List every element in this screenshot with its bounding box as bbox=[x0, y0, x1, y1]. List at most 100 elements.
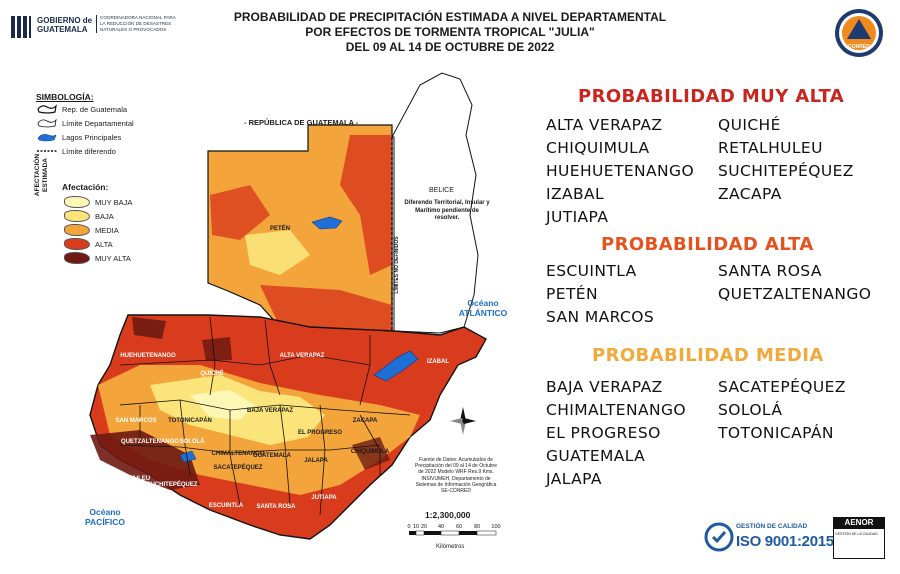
muy-alta-item-6: QUICHÉ bbox=[718, 116, 781, 134]
muy-alta-item-2: CHIQUIMULA bbox=[546, 139, 650, 157]
scale-tick-0: 0 bbox=[407, 524, 410, 530]
legend-item-department-label: Límite Departamental bbox=[62, 118, 134, 128]
label-izabal: IZABAL bbox=[427, 359, 449, 365]
legend-item-dispute: Límite diferendo bbox=[36, 144, 186, 158]
scale-tick-40: 40 bbox=[438, 524, 444, 530]
pacific-ocean-label: Océano PACÍFICO bbox=[85, 507, 125, 527]
muy-alta-item-3: HUEHUETENANGO bbox=[546, 162, 695, 180]
category-media-title-text: PROBABILIDAD MEDIA bbox=[592, 345, 824, 366]
belize-label: BELICE bbox=[429, 187, 454, 194]
category-muy-alta-title-text: PROBABILIDAD MUY ALTA bbox=[578, 86, 845, 107]
scale-tick-60: 60 bbox=[456, 524, 462, 530]
label-el-progreso: EL PROGRESO bbox=[298, 430, 342, 436]
legend-item-country-label: Rep. de Guatemala bbox=[62, 104, 128, 114]
map-title-line1: PROBABILIDAD DE PRECIPITACIÓN ESTIMADA A… bbox=[233, 10, 667, 24]
label-baja-verapaz: BAJA VERAPAZ bbox=[247, 408, 293, 414]
label-zacapa: ZACAPA bbox=[353, 418, 378, 424]
muy-alta-patch-west bbox=[90, 430, 200, 490]
aenor-subtitle: GESTIÓN DE LA CALIDAD bbox=[835, 532, 878, 536]
label-jutiapa: JUTIAPA bbox=[311, 495, 337, 501]
label-solola: SOLOLÁ bbox=[180, 438, 206, 445]
guatemala-map: PETÉN HUEHUETENANGO QUICHÉ ALTA VERAPAZ … bbox=[89, 72, 487, 540]
muy-baja-zone bbox=[190, 390, 255, 420]
afectacion-alta: ALTA bbox=[64, 238, 113, 250]
map-title-line2: POR EFECTOS DE TORMENTA TROPICAL "JULIA" bbox=[305, 25, 595, 39]
afectacion-muy-alta-swatch bbox=[64, 252, 90, 264]
peten-alta-patch-3 bbox=[260, 285, 392, 331]
north-arrow-icon: N bbox=[450, 407, 476, 435]
media-item-6: SACATEPÉQUEZ bbox=[718, 378, 846, 396]
legend-heading: SIMBOLOGÍA: bbox=[36, 92, 94, 102]
media-item-7: SOLOLÁ bbox=[718, 401, 783, 419]
label-suchitepequez: SUCHITEPÉQUEZ bbox=[146, 480, 197, 488]
label-chimaltenango: CHIMALTENANGO bbox=[212, 451, 265, 457]
legend-item-country: Rep. de Guatemala bbox=[36, 102, 186, 116]
afectacion-heading: Afectación: bbox=[62, 182, 109, 192]
label-chiquimula: CHIQUIMULA bbox=[351, 449, 390, 455]
label-guatemala: GUATEMALA bbox=[253, 453, 292, 459]
category-alta-title-text: PROBABILIDAD ALTA bbox=[601, 234, 814, 255]
category-alta-title: PROBABILIDAD ALTA bbox=[601, 234, 814, 255]
afectacion-muy-baja-label: MUY BAJA bbox=[95, 197, 133, 207]
afectacion-muy-baja: MUY BAJA bbox=[64, 196, 132, 208]
media-item-1: BAJA VERAPAZ bbox=[546, 378, 663, 396]
legend-item-department: Límite Departamental bbox=[36, 116, 186, 130]
scale-unit: Kilómetros bbox=[436, 544, 465, 550]
category-media-title: PROBABILIDAD MEDIA bbox=[592, 345, 824, 366]
afectacion-baja: BAJA bbox=[64, 210, 114, 222]
media-item-8: TOTONICAPÁN bbox=[718, 424, 834, 442]
lake-peten-itza bbox=[311, 216, 343, 230]
alta-item-5: QUETZALTENANGO bbox=[718, 285, 872, 303]
afectacion-muy-baja-swatch bbox=[64, 196, 90, 208]
afectacion-side-label: AFECTACIÓN ESTIMADA bbox=[34, 153, 49, 197]
scale-ratio: 1:2,300,000 bbox=[425, 510, 471, 520]
category-muy-alta-title: PROBABILIDAD MUY ALTA bbox=[578, 86, 844, 107]
afectacion-muy-alta: MUY ALTA bbox=[64, 252, 131, 264]
label-jalapa: JALAPA bbox=[304, 458, 328, 464]
peten-alta-patch bbox=[340, 135, 392, 275]
muy-alta-patch-east bbox=[352, 437, 390, 470]
iso-heading: GESTIÓN DE CALIDAD bbox=[736, 523, 808, 530]
label-peten: PETÉN bbox=[270, 224, 290, 232]
peten-baja-patch bbox=[245, 230, 310, 275]
map-title: PROBABILIDAD DE PRECIPITACIÓN ESTIMADA A… bbox=[200, 10, 700, 55]
alta-item-2: PETÉN bbox=[546, 285, 598, 303]
lake-izabal bbox=[373, 350, 419, 382]
afectacion-baja-label: BAJA bbox=[95, 211, 114, 221]
afectacion-alta-swatch bbox=[64, 238, 90, 250]
afectacion-alta-label: ALTA bbox=[95, 239, 113, 249]
label-alta-verapaz: ALTA VERAPAZ bbox=[280, 353, 325, 359]
limits-undefined-text: LÍMITES NO DEFINIDOS bbox=[392, 236, 400, 294]
department-boundaries bbox=[119, 316, 411, 516]
afectacion-media-swatch bbox=[64, 224, 90, 236]
lake-icon bbox=[37, 134, 57, 142]
muy-alta-item-4: IZABAL bbox=[546, 185, 605, 203]
quality-certificate-icon bbox=[704, 522, 734, 552]
afectacion-media: MEDIA bbox=[64, 224, 119, 236]
label-sacatepequez: SACATEPÉQUEZ bbox=[214, 463, 263, 471]
muy-alta-item-8: SUCHITEPÉQUEZ bbox=[718, 162, 854, 180]
label-huehuetenango: HUEHUETENANGO bbox=[120, 353, 176, 359]
muy-alta-patch-center bbox=[202, 337, 232, 361]
scale-tick-20: 20 bbox=[421, 524, 427, 530]
aenor-heading: AENOR bbox=[833, 517, 885, 529]
government-emblem-icon bbox=[11, 16, 31, 38]
alta-item-4: SANTA ROSA bbox=[718, 262, 822, 280]
department-outline-icon bbox=[37, 118, 57, 128]
muy-alta-patch-north bbox=[132, 317, 166, 339]
media-item-2: CHIMALTENANGO bbox=[546, 401, 686, 419]
government-logo: GOBIERNO de GUATEMALA COORDINADORA NACIO… bbox=[10, 10, 176, 44]
peten-alta-patch-2 bbox=[210, 185, 270, 240]
label-totonicapan: TOTONICAPÁN bbox=[168, 417, 212, 424]
afectacion-muy-alta-label: MUY ALTA bbox=[95, 253, 131, 263]
label-santa-rosa: SANTA ROSA bbox=[257, 504, 297, 510]
legend-item-lakes: Lagos Principales bbox=[36, 130, 186, 144]
republic-label: - REPÚBLICA DE GUATEMALA - bbox=[244, 118, 359, 127]
legend-item-lakes-label: Lagos Principales bbox=[62, 132, 122, 142]
muy-alta-item-5: JUTIAPA bbox=[546, 208, 609, 226]
data-source-note: Fuente de Datos: Acumulados de Precipita… bbox=[415, 457, 497, 495]
media-item-5: JALAPA bbox=[546, 470, 602, 488]
label-quiche: QUICHÉ bbox=[200, 369, 223, 377]
government-name-line1: GOBIERNO de bbox=[37, 16, 93, 25]
